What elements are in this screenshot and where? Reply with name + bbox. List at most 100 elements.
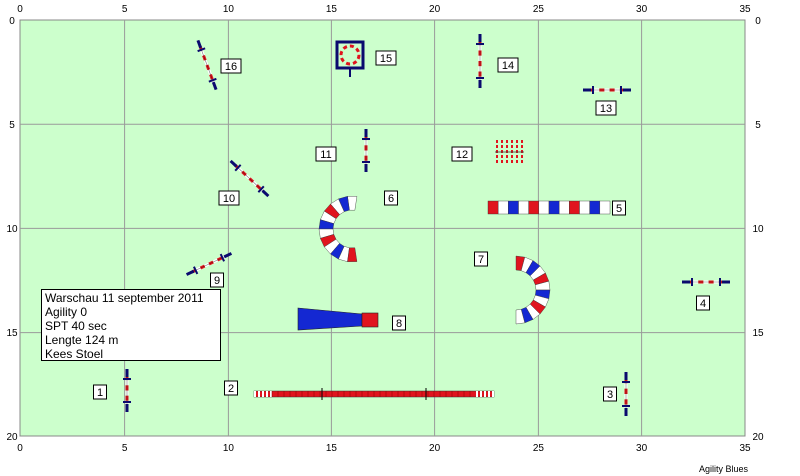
tunnel-segment xyxy=(569,200,580,215)
number-label-6: 6 xyxy=(388,193,394,205)
course-info-box: Warschau 11 september 2011 Agility 0 SPT… xyxy=(41,289,221,361)
tunnel-5 xyxy=(487,200,611,215)
tunnel-segment xyxy=(487,200,499,215)
number-box-10 xyxy=(218,190,240,206)
x-tick-bottom: 20 xyxy=(429,443,441,454)
x-tick-top: 0 xyxy=(17,4,23,15)
tunnel-segment xyxy=(589,200,601,215)
x-tick-bottom: 30 xyxy=(636,443,648,454)
number-label-15: 15 xyxy=(380,53,392,65)
dogwalk-2 xyxy=(253,388,495,400)
info-spt: SPT 40 sec xyxy=(45,319,107,333)
number-box-4 xyxy=(696,295,710,311)
info-class: Agility 0 xyxy=(45,305,88,319)
number-label-5: 5 xyxy=(616,203,622,215)
jump-1 xyxy=(123,369,131,412)
tunnel-segment xyxy=(538,200,550,215)
credit-label: Agility Blues xyxy=(698,464,748,474)
jump-4 xyxy=(682,278,730,286)
y-tick-left: 10 xyxy=(6,224,18,235)
number-label-11: 11 xyxy=(320,149,331,161)
info-event: Warschau 11 september 2011 xyxy=(45,291,204,305)
y-tick-left: 0 xyxy=(9,16,15,27)
x-tick-top: 35 xyxy=(739,4,751,15)
number-box-1 xyxy=(93,384,107,400)
pole-post xyxy=(229,159,238,168)
contact xyxy=(492,391,494,397)
tunnel-segment xyxy=(548,200,560,215)
pole-tick xyxy=(219,253,225,262)
pole-post xyxy=(261,189,270,198)
jump-13 xyxy=(583,86,631,94)
number-box-9 xyxy=(210,272,224,288)
tunnel-segment xyxy=(579,200,590,215)
number-box-2 xyxy=(224,380,238,396)
x-tick-bottom: 25 xyxy=(533,443,545,454)
number-box-11 xyxy=(315,146,337,162)
y-tick-right: 0 xyxy=(755,16,761,27)
x-tick-top: 30 xyxy=(636,4,648,15)
jump-16 xyxy=(196,39,218,91)
tunnel-segment xyxy=(515,309,526,325)
tire-15 xyxy=(335,40,365,77)
closed-tunnel-8 xyxy=(297,307,379,331)
contact xyxy=(488,391,490,397)
number-box-7 xyxy=(474,251,488,267)
barrel xyxy=(361,312,379,328)
number-box-13 xyxy=(595,100,617,116)
info-length: Lengte 124 m xyxy=(45,333,119,347)
number-box-15 xyxy=(375,50,397,66)
x-tick-bottom: 35 xyxy=(739,443,751,454)
contact xyxy=(258,391,260,397)
pole-post xyxy=(196,39,203,49)
number-label-7: 7 xyxy=(478,254,484,266)
tunnel-7 xyxy=(515,255,551,325)
number-label-16: 16 xyxy=(225,61,237,73)
tunnel-segment xyxy=(508,200,519,215)
pole-post xyxy=(185,269,195,276)
tunnel-segment xyxy=(599,200,611,215)
number-label-12: 12 xyxy=(456,149,468,161)
number-box-8 xyxy=(392,315,406,331)
y-tick-left: 20 xyxy=(6,432,18,443)
number-label-1: 1 xyxy=(97,387,103,399)
pole-outline xyxy=(234,164,265,193)
contact xyxy=(480,391,482,397)
contact xyxy=(266,391,268,397)
tunnel-segment xyxy=(558,200,570,215)
y-tick-left: 15 xyxy=(6,328,18,339)
contact xyxy=(476,391,478,397)
x-tick-bottom: 15 xyxy=(326,443,338,454)
number-box-12 xyxy=(451,146,473,162)
x-tick-bottom: 5 xyxy=(122,443,128,454)
number-label-4: 4 xyxy=(700,298,706,310)
jump-9 xyxy=(185,252,233,276)
number-box-6 xyxy=(384,190,398,206)
x-tick-bottom: 10 xyxy=(223,443,235,454)
tunnel-segment xyxy=(347,247,358,262)
pole-outline xyxy=(191,255,227,273)
y-tick-right: 15 xyxy=(752,328,764,339)
x-tick-top: 20 xyxy=(429,4,441,15)
number-box-3 xyxy=(603,386,617,402)
x-tick-bottom: 0 xyxy=(17,443,23,454)
x-tick-top: 15 xyxy=(326,4,338,15)
number-label-9: 9 xyxy=(214,275,220,287)
number-label-13: 13 xyxy=(600,103,612,115)
pole-post xyxy=(223,252,233,259)
tunnel-segment xyxy=(528,200,540,215)
contact xyxy=(254,391,256,397)
number-label-10: 10 xyxy=(223,193,235,205)
jump-3 xyxy=(622,372,630,416)
x-tick-top: 5 xyxy=(122,4,128,15)
pole-tick xyxy=(234,164,242,172)
pole-tick xyxy=(208,77,217,83)
number-label-2: 2 xyxy=(228,383,234,395)
y-tick-left: 5 xyxy=(9,120,15,131)
pole-post xyxy=(211,81,218,91)
contact xyxy=(262,391,264,397)
pole-tick xyxy=(197,47,206,53)
contact xyxy=(270,391,272,397)
